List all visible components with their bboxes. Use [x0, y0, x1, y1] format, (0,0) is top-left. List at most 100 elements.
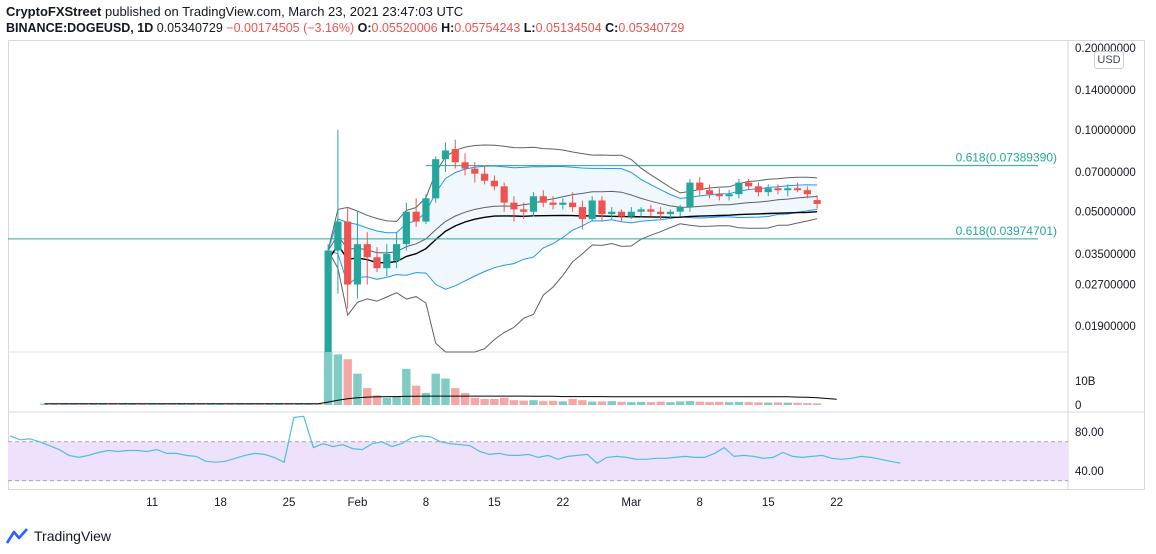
candle — [705, 184, 714, 199]
candle-body — [402, 211, 410, 245]
candle — [588, 196, 596, 222]
volume-bar — [793, 402, 802, 405]
low-value: 0.05134504 — [535, 21, 602, 35]
candle-body — [344, 221, 352, 285]
volume-bar — [744, 402, 753, 405]
volume-bar — [490, 398, 499, 405]
volume-bar — [666, 402, 675, 405]
candle — [392, 232, 401, 269]
candle — [715, 188, 723, 201]
candle-body — [383, 253, 391, 269]
volume-bar — [411, 385, 421, 405]
volume-bar — [627, 402, 636, 405]
panel-separators — [8, 40, 1145, 490]
ohlc-line: BINANCE:DOGEUSD, 1D 0.05340729 −0.001745… — [6, 21, 684, 35]
rsi-tick-label: 40.00 — [1075, 466, 1104, 478]
candle — [784, 184, 792, 197]
candle-body — [774, 188, 782, 191]
candle-body — [412, 211, 420, 222]
candle-body — [705, 190, 714, 195]
candle — [373, 247, 381, 273]
volume-bar — [265, 403, 274, 405]
volume-bar — [294, 404, 303, 405]
volume-bar — [206, 403, 215, 405]
volume-bar — [392, 396, 401, 405]
volume-bar — [275, 403, 284, 405]
price-tick-label: 0.05000000 — [1075, 207, 1136, 219]
candle-body — [578, 207, 586, 220]
candle-body — [353, 244, 362, 285]
candle — [696, 177, 704, 197]
price-axis: 0.200000000.140000000.100000000.07000000… — [1075, 43, 1136, 478]
candle-body — [608, 211, 616, 215]
candle-body — [500, 186, 508, 203]
volume-bars — [40, 352, 837, 405]
candle-body — [754, 186, 763, 193]
volume-bar — [617, 401, 626, 405]
volume-bar — [284, 403, 294, 405]
time-axis: 11 18 25 Feb 8 15 22 Mar 8 15 22 — [146, 497, 843, 509]
fibonacci-levels: 0.618(0.07389390) 0.618(0.03974701) — [8, 151, 1057, 240]
time-tick-label: 15 — [488, 497, 501, 509]
candle — [383, 244, 391, 277]
candle — [774, 184, 782, 195]
candle-body — [451, 149, 459, 163]
price-tick-label: 0.01900000 — [1075, 321, 1136, 333]
high-value: 0.05754243 — [454, 21, 521, 35]
open-label: O: — [357, 21, 372, 35]
volume-bar — [333, 354, 343, 405]
volume-bar — [499, 397, 509, 405]
candle-body — [725, 194, 733, 197]
volume-bar — [578, 400, 587, 405]
rsi-line — [10, 415, 901, 464]
volume-bar — [138, 403, 147, 405]
volume-bar — [676, 401, 685, 405]
time-tick-label: 8 — [423, 497, 429, 509]
rsi-tick-label: 80.00 — [1075, 427, 1104, 439]
fib-level-label: 0.618(0.07389390) — [956, 151, 1057, 165]
candle-body — [784, 188, 792, 191]
volume-bar — [147, 403, 157, 405]
volume-bar — [480, 398, 489, 405]
candle-body — [686, 182, 694, 208]
candle-body — [676, 207, 684, 212]
time-tick-label: 15 — [762, 497, 775, 509]
tradingview-logo[interactable]: TradingView — [5, 526, 111, 546]
candle — [764, 184, 772, 197]
publisher-name[interactable]: CryptoFXStreet — [6, 4, 102, 19]
candle — [598, 196, 606, 222]
volume-bar — [402, 368, 411, 405]
volume-bar — [382, 397, 391, 405]
candle — [451, 139, 459, 169]
candle-body — [617, 211, 626, 217]
volume-bar — [646, 402, 656, 405]
candle-body — [373, 257, 381, 269]
time-tick-label: 22 — [830, 497, 843, 509]
candle-body — [793, 188, 802, 191]
price-tick-label: 0.07000000 — [1075, 167, 1136, 179]
inner-lower-line — [327, 208, 818, 290]
volume-bar — [705, 402, 714, 405]
candle-body — [471, 168, 479, 174]
volume-ma-line — [44, 395, 837, 405]
symbol-label[interactable]: BINANCE:DOGEUSD, 1D — [6, 21, 154, 35]
currency-badge[interactable]: USD — [1094, 51, 1124, 69]
volume-tick-label: 10B — [1075, 376, 1096, 388]
candle-body — [598, 200, 606, 215]
candle — [686, 178, 694, 212]
volume-bar — [79, 403, 88, 405]
volume-bar — [754, 402, 763, 405]
candle — [471, 162, 479, 183]
candle-body — [520, 209, 528, 212]
time-tick-label: 22 — [556, 497, 569, 509]
volume-bar — [372, 395, 382, 405]
candle-body — [422, 198, 430, 222]
candle-body — [666, 211, 675, 215]
volume-bar — [764, 402, 773, 405]
close-value: 0.05340729 — [618, 21, 685, 35]
candle-body — [549, 202, 557, 205]
candle — [461, 153, 469, 176]
high-label: H: — [441, 21, 455, 35]
candle — [481, 165, 489, 185]
